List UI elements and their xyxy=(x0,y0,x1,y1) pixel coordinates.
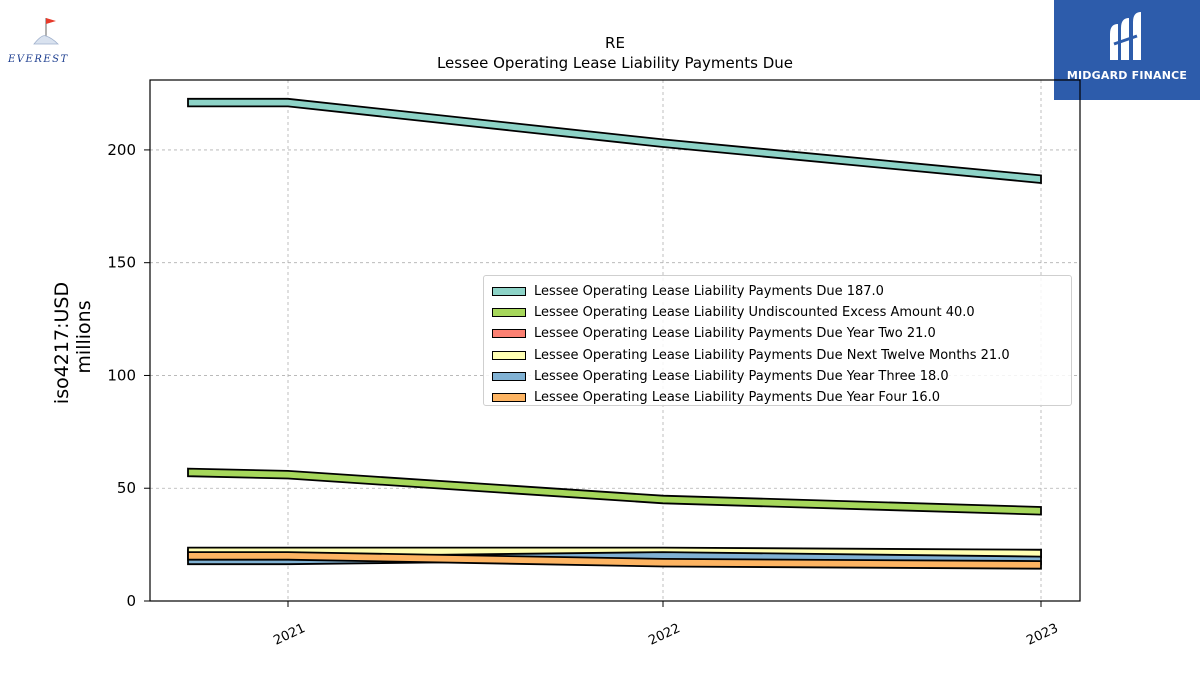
legend-item: Lessee Operating Lease Liability Payment… xyxy=(492,387,1071,408)
midgard-finance-wordmark: MIDGARD FINANCE xyxy=(1066,69,1188,82)
y-axis-label-unit: iso4217:USD xyxy=(51,282,73,404)
legend-swatch xyxy=(492,287,526,297)
y-tick-label: 150 xyxy=(107,254,136,272)
chart-legend: Lessee Operating Lease Liability Payment… xyxy=(483,275,1072,406)
legend-label: Lessee Operating Lease Liability Payment… xyxy=(534,326,936,342)
y-tick-label: 0 xyxy=(126,592,136,610)
x-tick-label: 2021 xyxy=(271,621,307,649)
legend-label: Lessee Operating Lease Liability Payment… xyxy=(534,284,884,300)
everest-wordmark: EVEREST xyxy=(8,54,69,65)
legend-swatch xyxy=(492,350,526,360)
y-axis-label-scale: millions xyxy=(73,300,95,373)
legend-item: Lessee Operating Lease Liability Payment… xyxy=(492,366,1071,387)
series-band xyxy=(187,97,1042,184)
y-axis: 0 50 100 150 200 xyxy=(107,141,150,610)
chart-title: RE xyxy=(605,34,625,52)
y-tick-label: 200 xyxy=(107,141,136,159)
legend-item: Lessee Operating Lease Liability Payment… xyxy=(492,345,1071,366)
x-tick-label: 2023 xyxy=(1024,621,1060,649)
midgard-monogram-icon xyxy=(1110,12,1141,60)
plot-frame xyxy=(149,79,1081,602)
series-band xyxy=(187,551,1042,570)
legend-item: Lessee Operating Lease Liability Payment… xyxy=(492,281,1071,302)
legend-label: Lessee Operating Lease Liability Payment… xyxy=(534,347,1010,363)
legend-label: Lessee Operating Lease Liability Payment… xyxy=(534,390,941,406)
y-tick-label: 100 xyxy=(107,366,136,384)
legend-item: Lessee Operating Lease Liability Undisco… xyxy=(492,302,1071,323)
legend-swatch xyxy=(492,308,526,318)
flag-icon xyxy=(33,18,59,45)
legend-label: Lessee Operating Lease Liability Payment… xyxy=(534,368,949,384)
legend-swatch xyxy=(492,329,526,339)
everest-logo: EVEREST xyxy=(6,14,86,70)
series-band xyxy=(187,467,1042,516)
x-tick-label: 2022 xyxy=(646,621,682,649)
legend-swatch xyxy=(492,393,526,403)
series-bands xyxy=(187,97,1042,570)
legend-swatch xyxy=(492,371,526,381)
x-axis: 2021 2022 2023 xyxy=(271,601,1061,649)
legend-item: Lessee Operating Lease Liability Payment… xyxy=(492,323,1071,344)
chart-subtitle: Lessee Operating Lease Liability Payment… xyxy=(437,54,793,72)
legend-label: Lessee Operating Lease Liability Undisco… xyxy=(534,305,975,321)
midgard-finance-logo: MIDGARD FINANCE xyxy=(1054,0,1200,100)
y-tick-label: 50 xyxy=(117,479,136,497)
